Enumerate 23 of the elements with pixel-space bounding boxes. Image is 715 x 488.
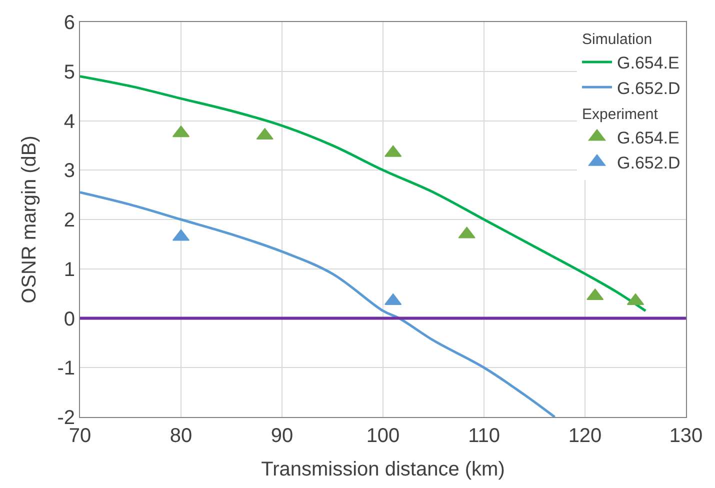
x-tick-label: 120 [568,425,602,447]
legend-label: G.654.E [617,54,680,73]
legend-label: G.652.D [617,78,680,98]
x-tick-label: 130 [669,425,703,447]
legend-label: G.654.E [617,128,680,148]
line-series [80,191,556,417]
y-tick-label: 4 [64,110,75,133]
y-tick-label: 2 [64,210,75,232]
x-tick-label: 110 [468,425,500,447]
y-tick-label: 3 [64,160,75,182]
y-tick-label: -1 [57,358,75,380]
y-tick-label: 5 [64,61,75,84]
legend-label: G.652.D [617,153,680,172]
annotation: Simulation [582,31,652,48]
x-axis-title: Transmission distance (km) [261,458,505,480]
y-tick-label: 1 [64,258,75,281]
y-tick-label: 6 [64,12,75,34]
y-tick-label: 0 [64,308,75,330]
x-tick-label: 80 [170,425,192,447]
y-axis-title: OSNR margin (dB) [18,136,41,304]
x-tick-label: 100 [366,425,400,447]
x-tick-label: 90 [270,425,294,447]
annotation: Experiment [582,106,659,123]
